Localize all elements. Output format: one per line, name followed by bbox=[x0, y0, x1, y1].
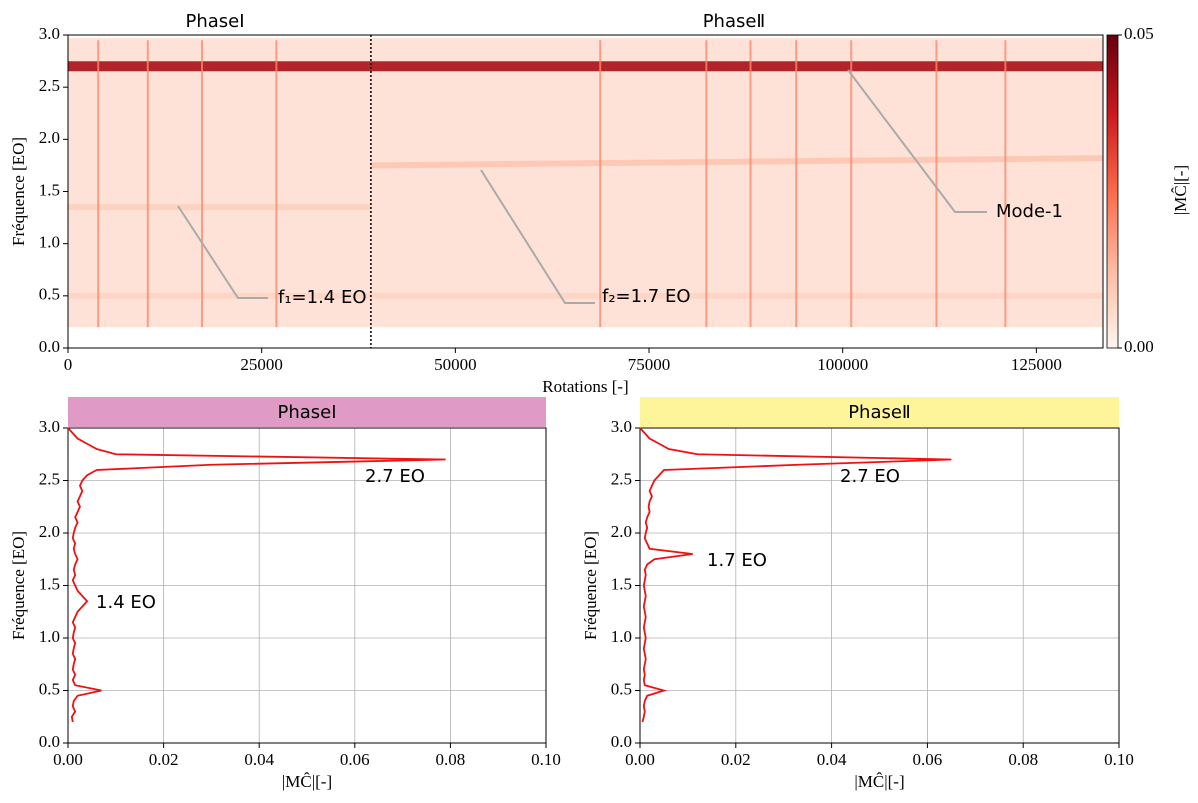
y-axis-label: Fréquence [EO] bbox=[9, 531, 28, 640]
panel-title: PhaseⅠ bbox=[277, 402, 336, 423]
vertical-streak bbox=[97, 40, 100, 328]
profile-line bbox=[639, 427, 952, 723]
y-tick-label: 2.5 bbox=[39, 469, 60, 488]
annotation-leader bbox=[847, 69, 987, 213]
x-tick-label: 0.08 bbox=[436, 750, 466, 769]
vertical-streak bbox=[201, 40, 204, 328]
vertical-streak bbox=[1004, 40, 1007, 328]
y-tick-label: 3.0 bbox=[39, 417, 60, 436]
x-tick-label: 0.06 bbox=[340, 750, 370, 769]
x-tick-label: 0.08 bbox=[1008, 750, 1038, 769]
spectral-band bbox=[370, 155, 1103, 169]
vertical-streak bbox=[599, 40, 602, 328]
y-axis-label: Fréquence [EO] bbox=[9, 137, 28, 246]
vertical-streak bbox=[705, 40, 708, 328]
x-tick-label: 75000 bbox=[628, 355, 671, 374]
y-tick-label: 2.0 bbox=[611, 522, 632, 541]
colorbar-tick-label: 0.00 bbox=[1124, 337, 1154, 356]
y-tick-label: 0.0 bbox=[39, 732, 60, 751]
annotation: f₂=1.7 EO bbox=[602, 286, 691, 307]
y-tick-label: 1.5 bbox=[39, 574, 60, 593]
phase-label: PhaseⅡ bbox=[703, 11, 766, 32]
vertical-streak bbox=[146, 40, 149, 328]
vertical-streak bbox=[795, 40, 798, 328]
spectral-band bbox=[68, 204, 371, 211]
y-tick-label: 1.5 bbox=[39, 180, 60, 199]
spectral-band bbox=[68, 292, 1103, 299]
x-tick-label: 0.04 bbox=[817, 750, 847, 769]
panel-title-box bbox=[640, 397, 1119, 427]
colorbar-label: |MĈ|[-] bbox=[1171, 165, 1190, 215]
y-tick-label: 2.5 bbox=[39, 76, 60, 95]
x-axis-label: |MĈ|[-] bbox=[282, 772, 332, 791]
annotation: 1.7 EO bbox=[707, 550, 767, 571]
y-tick-label: 0.0 bbox=[39, 337, 60, 356]
profile-line bbox=[67, 427, 446, 723]
y-tick-label: 2.0 bbox=[39, 522, 60, 541]
plot-frame bbox=[67, 427, 547, 744]
annotation: 1.4 EO bbox=[96, 592, 156, 613]
y-tick-label: 1.0 bbox=[39, 233, 60, 252]
y-tick-label: 0.5 bbox=[39, 285, 60, 304]
y-tick-label: 0.0 bbox=[611, 732, 632, 751]
phase-label: PhaseⅠ bbox=[185, 11, 244, 32]
x-tick-label: 100000 bbox=[817, 355, 868, 374]
colorbar-tick-label: 0.05 bbox=[1124, 24, 1154, 43]
x-tick-label: 0.10 bbox=[531, 750, 561, 769]
y-tick-label: 2.0 bbox=[39, 128, 60, 147]
x-tick-label: 0 bbox=[64, 355, 73, 374]
annotation: 2.7 EO bbox=[365, 466, 425, 487]
x-tick-label: 0.06 bbox=[913, 750, 943, 769]
annotation: 2.7 EO bbox=[840, 466, 900, 487]
annotation: Mode-1 bbox=[996, 201, 1063, 222]
y-tick-label: 1.0 bbox=[39, 627, 60, 646]
panel-title: PhaseⅡ bbox=[848, 402, 911, 423]
x-tick-label: 125000 bbox=[1011, 355, 1062, 374]
annotation-leader bbox=[480, 169, 595, 304]
x-tick-label: 0.10 bbox=[1104, 750, 1134, 769]
x-tick-label: 0.02 bbox=[149, 750, 179, 769]
y-tick-label: 1.0 bbox=[611, 627, 632, 646]
x-tick-label: 25000 bbox=[240, 355, 283, 374]
colorbar bbox=[1106, 34, 1119, 349]
vertical-streak bbox=[749, 40, 752, 328]
y-tick-label: 0.5 bbox=[611, 679, 632, 698]
panel-title-box bbox=[68, 397, 546, 427]
x-tick-label: 0.00 bbox=[53, 750, 83, 769]
x-tick-label: 50000 bbox=[434, 355, 477, 374]
vertical-streak bbox=[935, 40, 938, 328]
heatmap-background bbox=[68, 38, 1103, 328]
y-tick-label: 3.0 bbox=[39, 24, 60, 43]
x-tick-label: 0.04 bbox=[244, 750, 274, 769]
y-tick-label: 2.5 bbox=[611, 469, 632, 488]
vertical-streak bbox=[850, 40, 853, 328]
x-tick-label: 0.00 bbox=[625, 750, 655, 769]
y-tick-label: 1.5 bbox=[611, 574, 632, 593]
x-axis-label: |MĈ|[-] bbox=[854, 772, 904, 791]
annotation-leader bbox=[177, 205, 268, 299]
y-tick-label: 3.0 bbox=[611, 417, 632, 436]
x-axis-label: Rotations [-] bbox=[542, 377, 628, 396]
plot-frame bbox=[639, 427, 1120, 744]
plot-frame bbox=[67, 34, 1104, 349]
y-tick-label: 0.5 bbox=[39, 679, 60, 698]
spectral-band bbox=[68, 61, 1103, 72]
x-tick-label: 0.02 bbox=[721, 750, 751, 769]
vertical-streak bbox=[275, 40, 278, 328]
y-axis-label: Fréquence [EO] bbox=[581, 531, 600, 640]
annotation: f₁=1.4 EO bbox=[278, 287, 367, 308]
